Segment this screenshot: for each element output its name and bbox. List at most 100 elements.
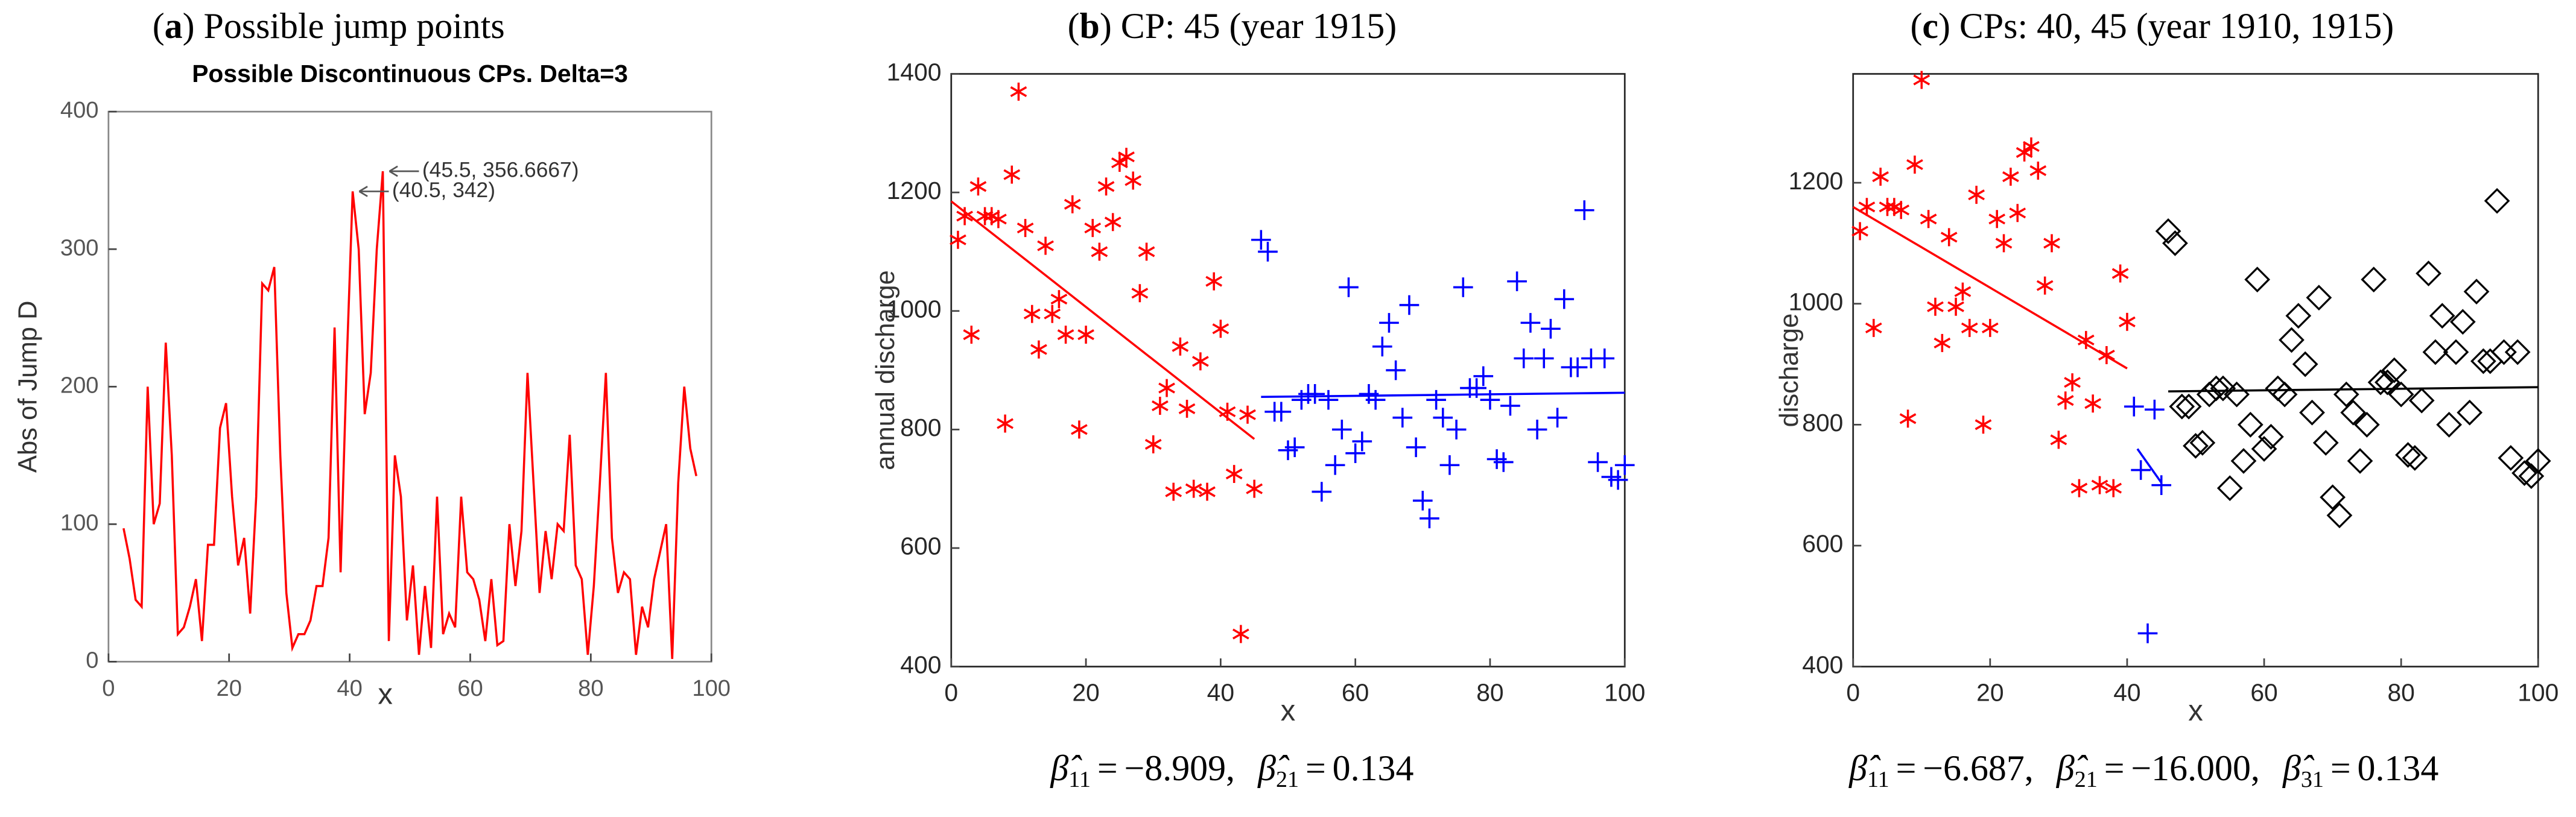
scatter-point [1199,482,1216,501]
scatter-point [1158,379,1175,397]
estimates: β̂11 = −8.909, β̂21 = 0.134 [1050,748,1413,792]
scatter-point [1940,228,1958,247]
scatter-point [1954,282,1972,301]
x-tick-label: 20 [1976,679,2003,707]
y-tick-label: 1400 [887,58,942,86]
caption-part: ) CPs: 40, 45 (year 1910, 1915) [1938,6,2394,46]
scatter-point [2388,381,2414,408]
x-tick-label: 0 [944,679,958,707]
y-tick-label: 100 [60,509,99,535]
scatter-point [1858,198,1876,216]
scatter-point [1178,399,1196,418]
scatter-point [2333,381,2359,408]
scatter-point [2265,375,2291,402]
y-tick-label: 400 [1802,651,1843,678]
estimate-subscript: 31 [2301,767,2324,792]
scatter-point [1995,234,2013,253]
x-axis-label: x [378,678,393,711]
scatter-point [1534,349,1554,368]
scatter-point [1420,508,1439,529]
annotation: (45.5, 356.6667) [422,158,579,181]
scatter-point [2070,479,2088,497]
scatter-point [2340,399,2367,426]
scatter-point [2292,351,2318,377]
caption-part: ) CP: 45 (year 1915) [1100,6,1397,46]
scatter-point [997,414,1014,433]
scatter-point [1614,455,1635,475]
scatter-point [2320,484,2346,511]
scatter-point [1325,455,1345,475]
scatter-point [990,210,1007,229]
scatter-point [1480,390,1500,410]
x-tick-label: 60 [457,675,483,701]
estimate-subscript: 11 [1867,767,1889,792]
scatter-point [2050,431,2067,449]
scatter-point [2131,460,2151,480]
scatter-point [2016,143,2033,162]
scatter-point [1125,171,1142,190]
scatter-point [1574,200,1594,220]
scatter-point [2354,411,2380,438]
scatter-point [1913,71,1930,89]
scatter-point [2271,381,2298,408]
scatter-point [1023,304,1041,323]
scatter-point [2422,339,2449,365]
scatter-point [1205,272,1223,291]
x-tick-label: 80 [2387,679,2414,707]
scatter-point [1541,318,1561,339]
scatter-point [2511,460,2537,486]
fit-line [2168,386,2539,393]
scatter-point [1892,201,1910,219]
estimate-separator: , [2025,748,2034,788]
scatter-point [2169,393,2195,420]
scatter-point [2491,339,2517,365]
scatter-point [2381,357,2408,383]
scatter-point [2091,476,2108,494]
scatter-point [1225,465,1243,484]
scatter-point [2216,475,2243,502]
fit-line [1261,391,1625,399]
scatter-point [1520,313,1541,333]
plot-frame [1852,73,2539,667]
scatter-point [1851,222,1868,241]
panel-caption: (c) CPs: 40, 45 (year 1910, 1915) [1910,6,2394,46]
y-axis-label: discharge [1775,314,1804,427]
scatter-point [1988,210,2006,229]
scatter-point [1514,349,1534,368]
scatter-point [1284,437,1305,458]
panel: (b) CP: 45 (year 1915) 0 20 40 60 80 100 400 600… [871,6,1645,792]
scatter-point [2119,312,2136,331]
scatter-point [2402,445,2428,471]
estimate-operator: = [1097,748,1118,788]
y-tick-label: 400 [60,97,99,123]
estimate-value: −6.687 [1923,748,2025,788]
scatter-point [1152,397,1169,415]
x-tick-label: 0 [1846,679,1860,707]
caption-part: a [165,6,183,46]
scatter-point [2057,391,2074,410]
caption-part: c [1922,6,1938,46]
y-tick-label: 400 [900,651,941,678]
scatter-point [2498,445,2524,471]
annotation-arrow [358,186,389,197]
scatter-point [2504,339,2531,365]
scatter-point [2244,267,2271,292]
scatter-point [1232,625,1249,643]
scatter-point [2036,276,2054,295]
scatter-point [1968,186,1985,204]
scatter-point [2477,348,2504,374]
scatter-point [1500,396,1520,416]
panel: (c) CPs: 40, 45 (year 1910, 1915) 0 20 40 60… [1775,6,2559,792]
scatter-point [2436,411,2463,438]
y-axis-label: annual discharge [871,270,900,470]
estimate-operator: = [2104,748,2125,788]
x-tick-label: 80 [578,675,603,701]
scatter-point [1104,213,1121,232]
scatter-point [1406,437,1426,458]
scatter-point [2525,448,2551,474]
scatter-point [2484,188,2510,214]
scatter-point [1010,83,1027,101]
scatter-point [1251,230,1271,250]
scatter-point [1131,284,1149,303]
scatter-point [1037,236,1054,255]
